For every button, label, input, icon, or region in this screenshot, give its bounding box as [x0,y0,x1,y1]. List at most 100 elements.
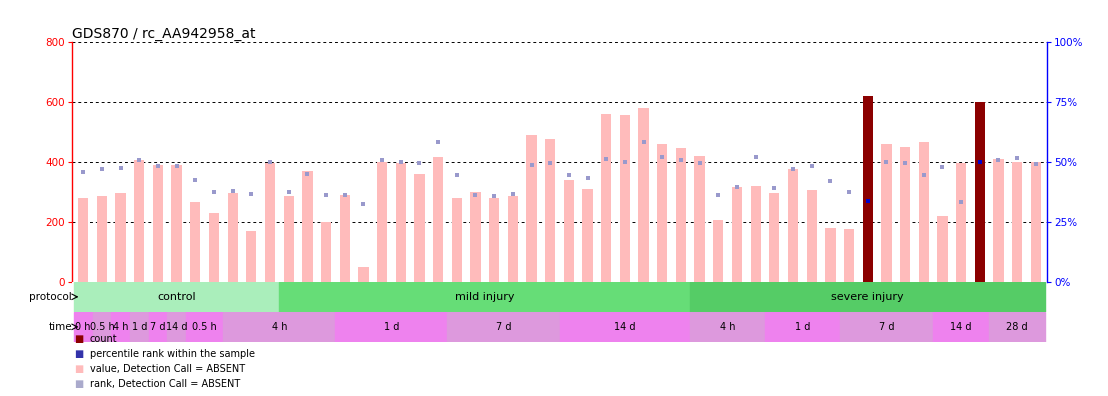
Bar [153,165,163,282]
Text: 1 d: 1 d [794,322,810,332]
Bar [1030,162,1042,282]
Bar [807,190,817,282]
Bar [396,163,406,282]
Text: mild injury: mild injury [455,292,514,302]
Text: 7 d: 7 d [495,322,511,332]
Text: time: time [49,322,72,332]
Bar [433,157,443,282]
Bar [224,312,336,342]
Bar [638,108,648,282]
Text: ■: ■ [74,364,83,374]
Text: control: control [157,292,196,302]
Bar [526,135,536,282]
Text: 4 h: 4 h [720,322,736,332]
Bar [148,312,167,342]
Bar [994,159,1004,282]
Bar [750,186,761,282]
Bar [130,312,148,342]
Bar [227,193,238,282]
Bar [208,213,219,282]
Bar [246,231,256,282]
Text: percentile rank within the sample: percentile rank within the sample [90,348,255,359]
Text: GDS870 / rc_AA942958_at: GDS870 / rc_AA942958_at [72,27,256,40]
Text: 7 d: 7 d [151,322,166,332]
Bar [975,102,985,282]
Bar [358,267,369,282]
Bar [489,198,500,282]
Bar [186,312,224,342]
Text: 0.5 h: 0.5 h [193,322,217,332]
Text: ■: ■ [74,348,83,359]
Bar [414,174,424,282]
Bar [507,196,517,282]
Bar [657,144,667,282]
Text: 4 h: 4 h [113,322,129,332]
Text: 0 h: 0 h [75,322,91,332]
Bar [933,312,989,342]
Text: 4 h: 4 h [271,322,287,332]
Text: 1 d: 1 d [132,322,147,332]
Bar [788,169,798,282]
Bar [602,114,612,282]
Text: severe injury: severe injury [831,292,904,302]
Bar [111,312,130,342]
Bar [134,160,144,282]
Bar [115,193,125,282]
Bar [377,162,387,282]
Bar [765,312,840,342]
Text: rank, Detection Call = ABSENT: rank, Detection Call = ABSENT [90,379,240,389]
Bar [619,115,630,282]
Text: 7 d: 7 d [879,322,894,332]
Text: 28 d: 28 d [1006,322,1028,332]
Bar [690,282,1045,312]
Bar [676,148,686,282]
Bar [279,282,690,312]
Bar [956,163,966,282]
Bar [96,196,107,282]
Bar [265,163,275,282]
Text: protocol: protocol [29,292,72,302]
Bar [471,192,481,282]
Bar [840,312,933,342]
Bar [900,147,911,282]
Bar [1012,162,1023,282]
Text: 0.5 h: 0.5 h [90,322,114,332]
Text: 14 d: 14 d [166,322,187,332]
Bar [545,139,555,282]
Bar [695,156,705,282]
Bar [564,180,574,282]
Bar [336,312,448,342]
Bar [690,312,765,342]
Bar [74,282,279,312]
Bar [732,187,742,282]
Bar [448,312,560,342]
Bar [452,198,462,282]
Bar [167,312,186,342]
Text: 14 d: 14 d [951,322,972,332]
Bar [881,144,892,282]
Bar [583,189,593,282]
Bar [714,220,724,282]
Bar [191,202,201,282]
Text: 14 d: 14 d [614,322,636,332]
Bar [321,222,331,282]
Bar [825,228,835,282]
Bar [74,312,93,342]
Bar [78,198,89,282]
Bar [844,229,854,282]
Bar [989,312,1045,342]
Bar [339,195,350,282]
Text: ■: ■ [74,379,83,389]
Text: ■: ■ [74,333,83,344]
Bar [937,216,947,282]
Bar [560,312,690,342]
Text: 1 d: 1 d [383,322,399,332]
Bar [302,171,312,282]
Bar [172,165,182,282]
Text: count: count [90,333,117,344]
Bar [863,95,873,282]
Bar [93,312,111,342]
Text: value, Detection Call = ABSENT: value, Detection Call = ABSENT [90,364,245,374]
Bar [284,196,294,282]
Bar [919,142,929,282]
